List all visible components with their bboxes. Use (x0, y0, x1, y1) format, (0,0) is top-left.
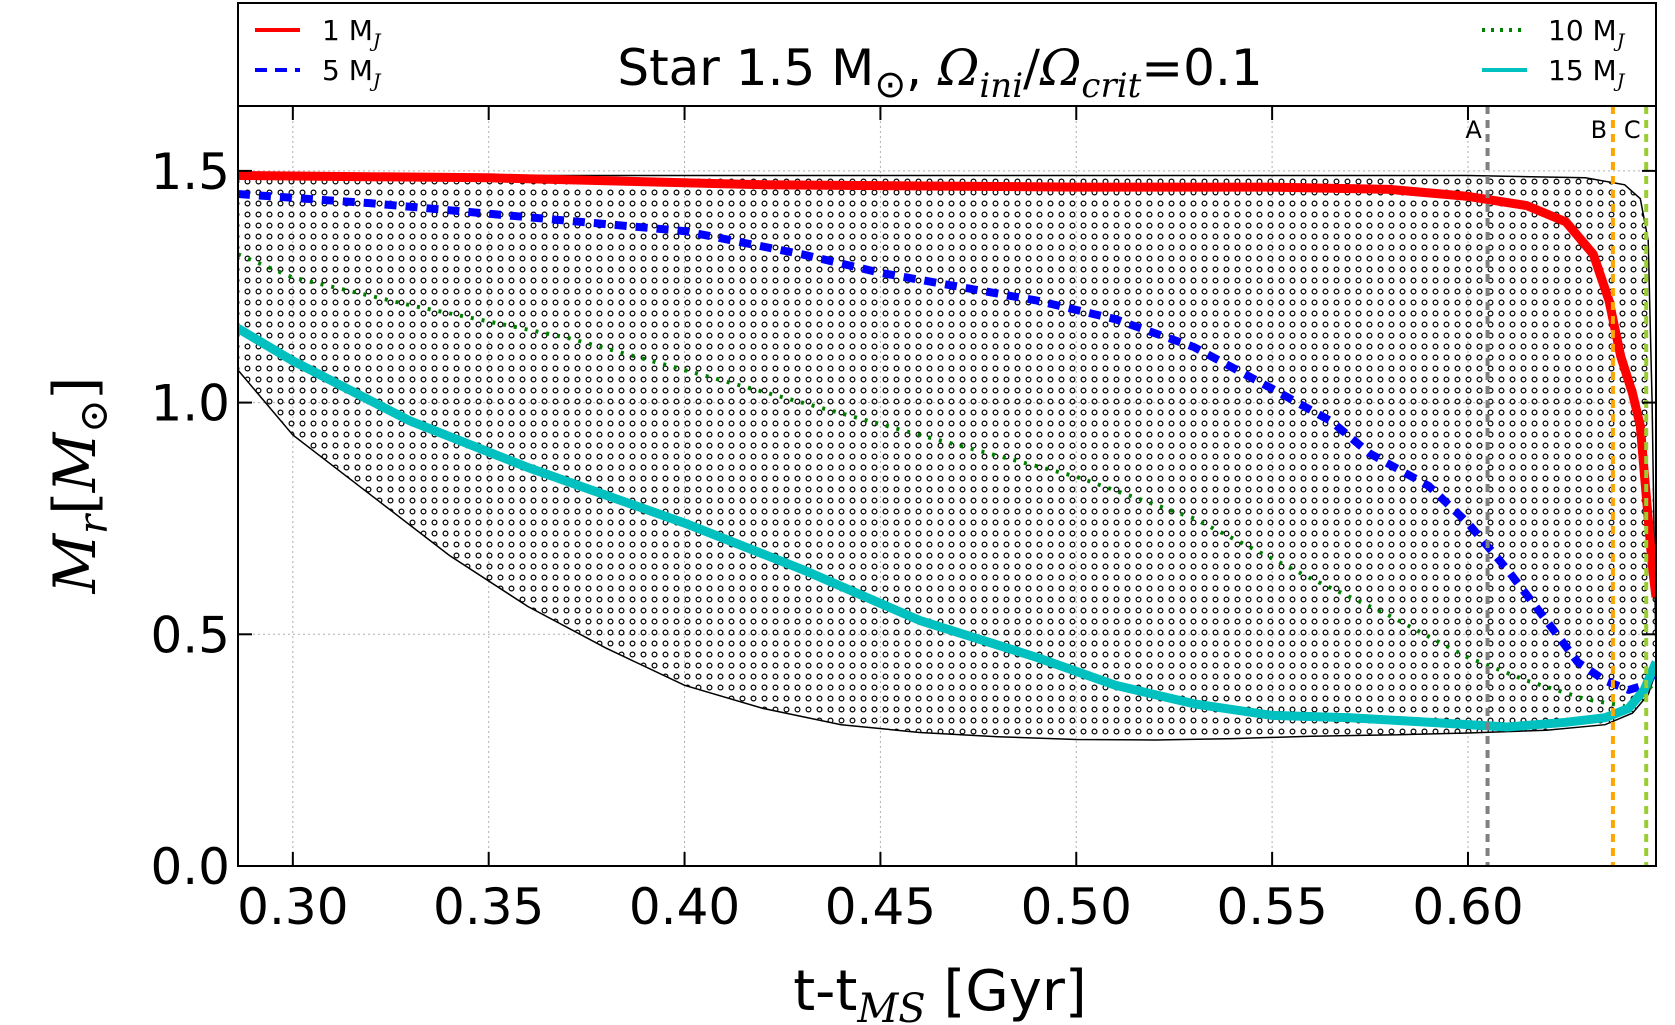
legend-label-1mj-sub: J (369, 30, 382, 52)
x-tick-label-0: 0.30 (237, 878, 348, 936)
x-tick-label-5: 0.55 (1216, 878, 1327, 936)
title-prefix: Star 1.5 M (617, 39, 874, 97)
x-axis-label-unit: [Gyr] (926, 959, 1087, 1024)
legend-label-15mj-main: 15 M (1548, 54, 1617, 87)
title-slash: / (1023, 39, 1040, 97)
series-line-5mj (238, 190, 1656, 694)
x-tick-label-3: 0.45 (825, 878, 936, 936)
title-sub-crit: crit (1081, 66, 1141, 106)
legend-label-15mj: 15 MJ (1548, 54, 1626, 92)
y-axis-label-close: ] (41, 377, 109, 400)
convective-zone-layer (238, 174, 1656, 741)
title-omega-ini: Ω (937, 39, 979, 97)
axis-ticks: 0.30 0.35 0.40 0.45 0.50 0.55 0.60 0.0 0.5 1.0 1.5 (150, 106, 1656, 936)
legend-label-10mj-sub: J (1613, 30, 1626, 52)
series-line-15mj (238, 324, 1656, 732)
title-separator: , (906, 39, 938, 97)
y-tick-label-1: 0.5 (150, 606, 230, 664)
y-axis-label: Mr[M⊙] (41, 377, 117, 595)
convective-zone-region (238, 174, 1656, 741)
y-tick-label-0: 0.0 (150, 838, 230, 896)
vline-label-a: A (1465, 116, 1482, 144)
y-tick-label-2: 1.0 (150, 375, 230, 433)
x-axis-label: t-tMS [Gyr] (793, 959, 1087, 1025)
y-tick-label-3: 1.5 (150, 143, 230, 201)
legend-label-5mj-main: 5 M (322, 54, 373, 87)
x-axis-label-main: t-t (793, 959, 857, 1024)
title-sun-symbol: ⊙ (874, 62, 906, 106)
series-line-10mj (238, 252, 1656, 709)
vline-label-c: C (1624, 116, 1641, 144)
x-tick-label-1: 0.35 (433, 878, 544, 936)
series-line-1mj (238, 171, 1656, 598)
legend-label-15mj-sub: J (1613, 70, 1626, 92)
legend: 1 MJ 5 MJ 10 MJ 15 MJ (255, 14, 1626, 92)
legend-label-1mj: 1 MJ (322, 14, 382, 52)
x-tick-label-4: 0.50 (1021, 878, 1132, 936)
legend-label-1mj-main: 1 M (322, 14, 373, 47)
y-axis-label-m: M (41, 532, 109, 594)
y-axis-label-sub: r (71, 512, 117, 534)
title-sub-ini: ini (979, 66, 1023, 106)
legend-title-box (237, 2, 1657, 107)
y-axis-label-open: [ (41, 492, 109, 515)
plot-frame (237, 105, 1657, 867)
y-axis-label-sun: ⊙ (71, 399, 117, 433)
x-axis-label-sub: MS (856, 986, 925, 1025)
legend-label-5mj: 5 MJ (322, 54, 382, 92)
legend-label-5mj-sub: J (369, 70, 382, 92)
legend-label-10mj-main: 10 M (1548, 14, 1617, 47)
title-value: =0.1 (1141, 39, 1262, 97)
x-tick-label-6: 0.60 (1412, 878, 1523, 936)
title-omega-crit: Ω (1039, 39, 1081, 97)
series-layer (238, 171, 1656, 732)
legend-label-10mj: 10 MJ (1548, 14, 1626, 52)
vline-label-b: B (1591, 116, 1607, 144)
y-axis-label-m2: M (41, 431, 109, 493)
chart-title: Star 1.5 M⊙, Ωini/Ωcrit=0.1 (617, 39, 1262, 106)
x-tick-label-2: 0.40 (629, 878, 740, 936)
